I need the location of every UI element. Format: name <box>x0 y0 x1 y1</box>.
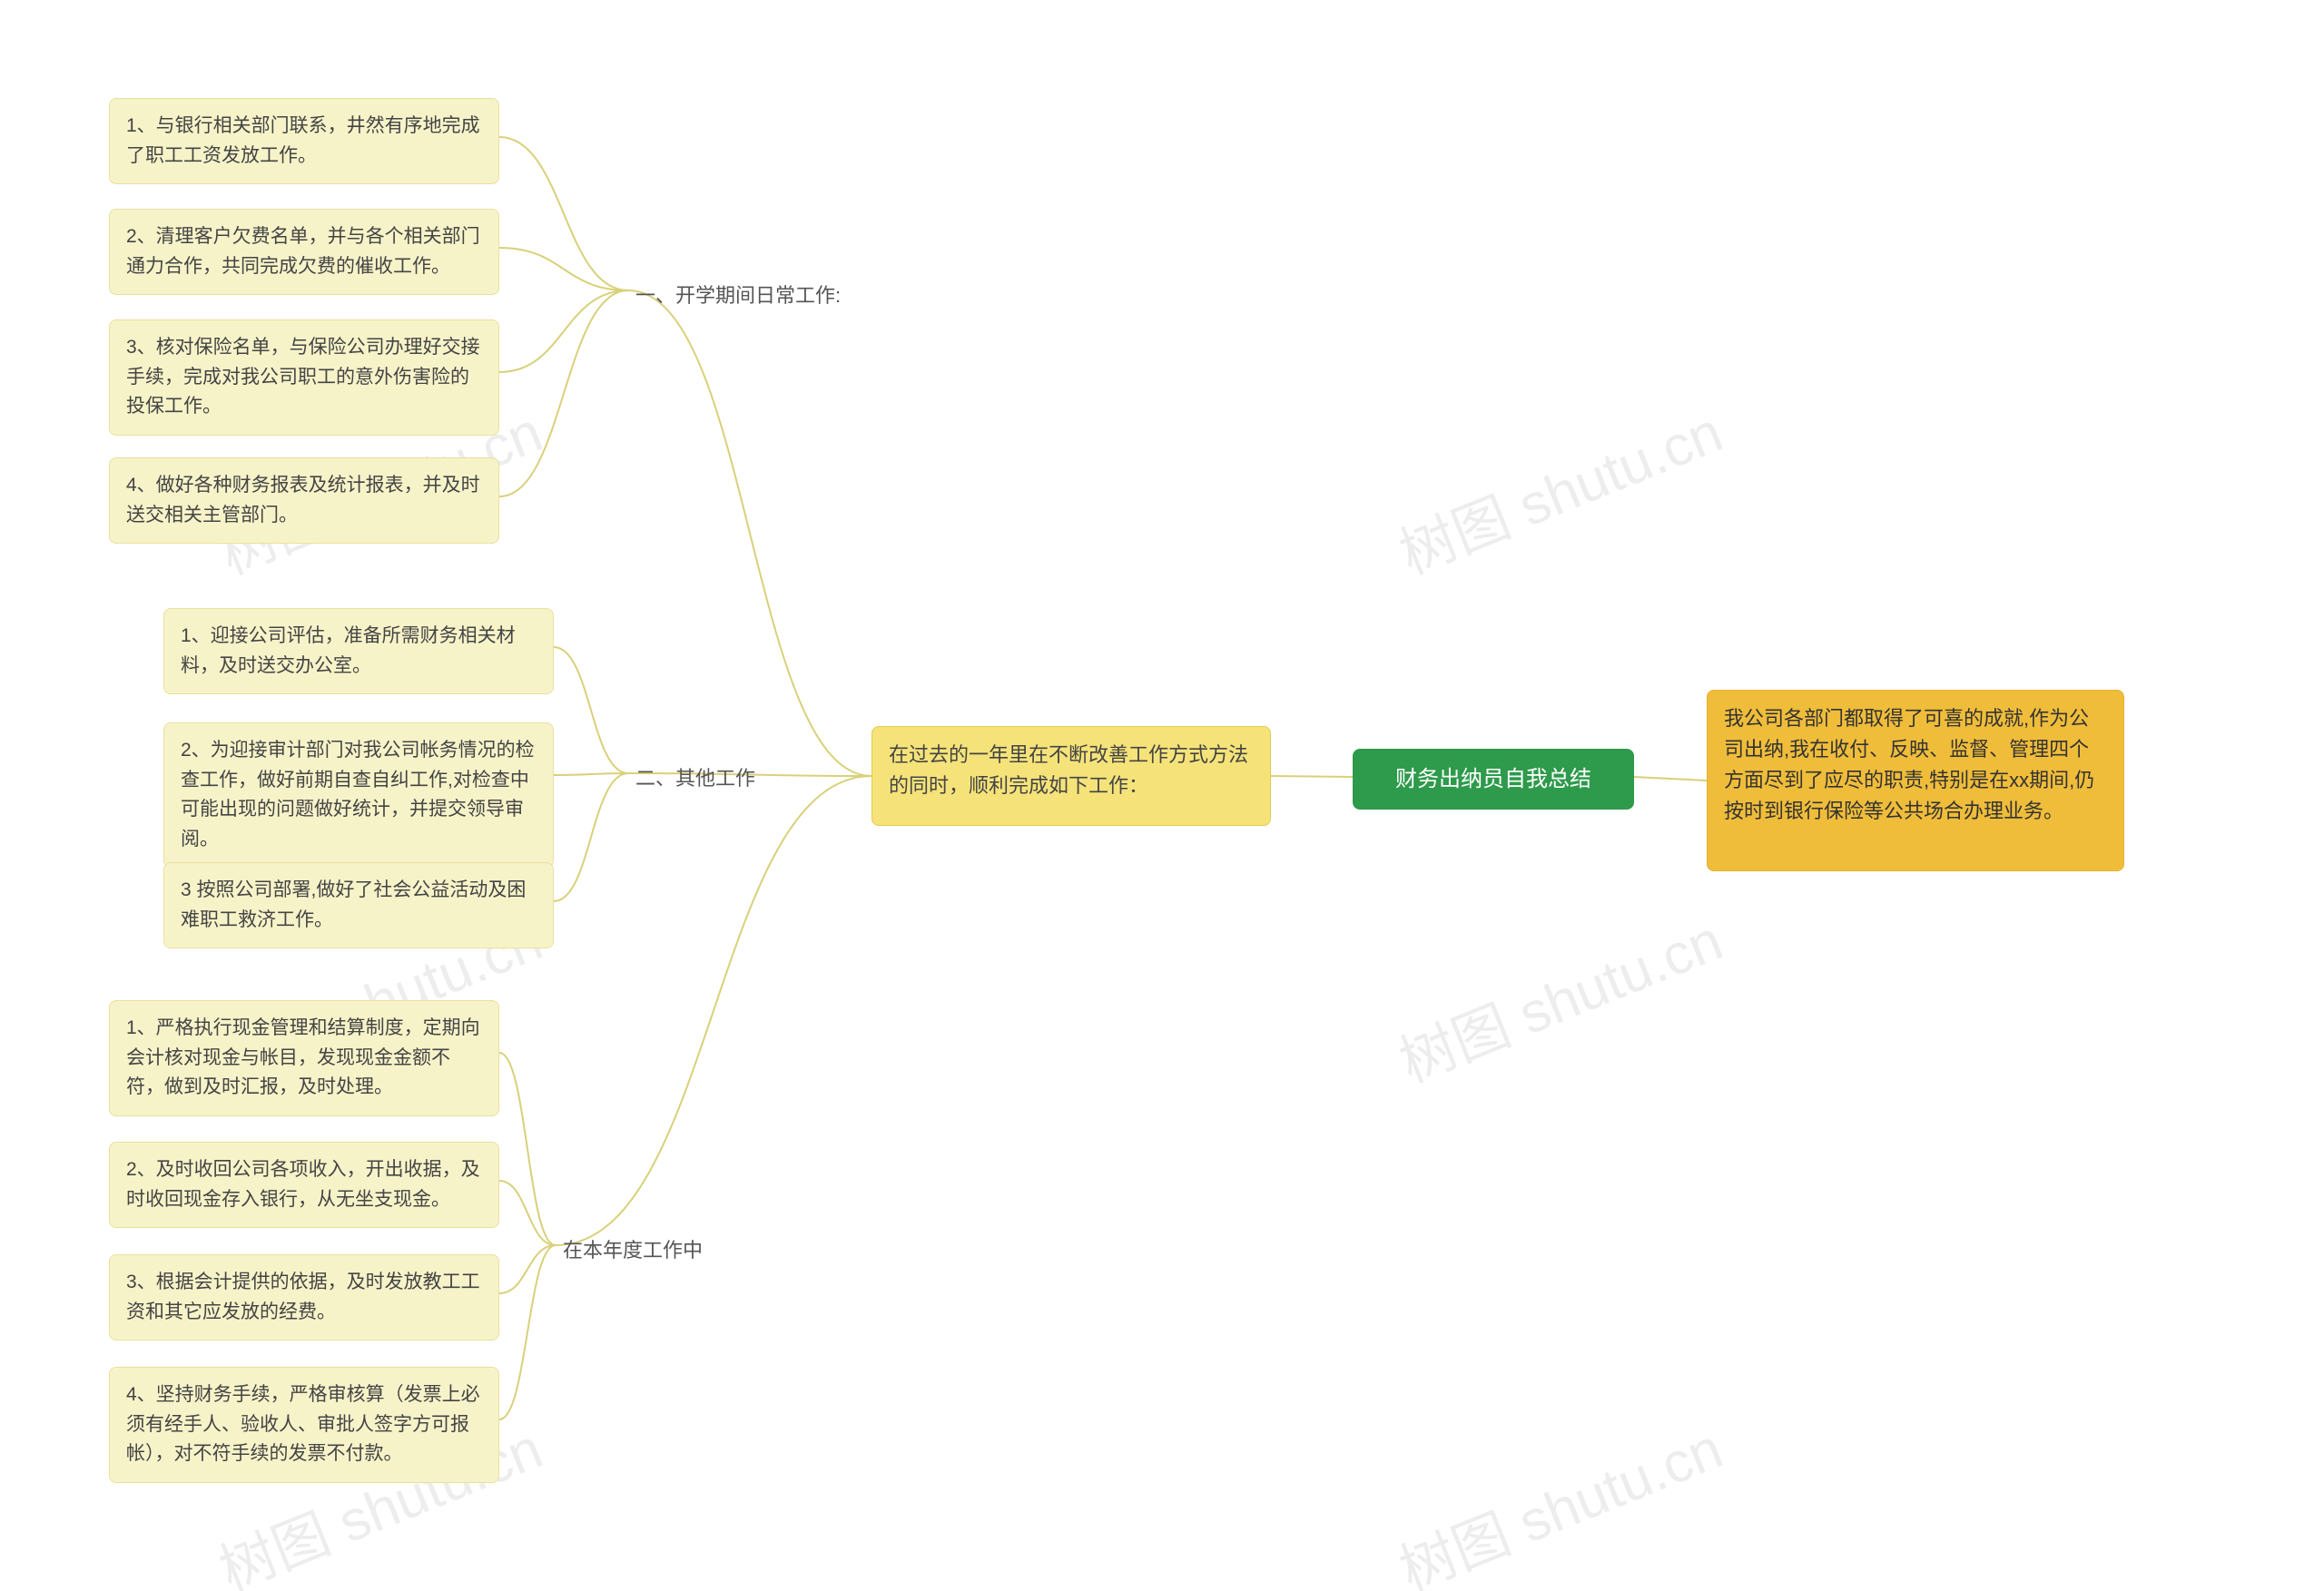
leaf-node: 1、与银行相关部门联系，井然有序地完成了职工工资发放工作。 <box>109 98 499 184</box>
leaf-node: 2、及时收回公司各项收入，开出收据，及时收回现金存入银行，从无坐支现金。 <box>109 1142 499 1228</box>
section-label: 在本年度工作中 <box>563 1234 703 1263</box>
leaf-node: 1、严格执行现金管理和结算制度，定期向会计核对现金与帐目，发现现金金额不符，做到… <box>109 1000 499 1116</box>
leaf-node: 1、迎接公司评估，准备所需财务相关材料，及时送交办公室。 <box>163 608 554 694</box>
mindmap-canvas: 树图 shutu.cn树图 shutu.cn树图 shutu.cn树图 shut… <box>0 0 2324 1591</box>
watermark: 树图 shutu.cn <box>1385 387 1732 590</box>
watermark: 树图 shutu.cn <box>1385 895 1732 1098</box>
section-label: 一、开学期间日常工作: <box>635 280 841 309</box>
root-node: 财务出纳员自我总结 <box>1353 749 1634 810</box>
leaf-node: 4、坚持财务手续，严格审核算（发票上必须有经手人、验收人、审批人签字方可报帐），… <box>109 1367 499 1483</box>
intro-node: 我公司各部门都取得了可喜的成就,作为公司出纳,我在收付、反映、监督、管理四个方面… <box>1707 690 2124 871</box>
leaf-node: 4、做好各种财务报表及统计报表，并及时送交相关主管部门。 <box>109 457 499 544</box>
leaf-node: 3、核对保险名单，与保险公司办理好交接手续，完成对我公司职工的意外伤害险的投保工… <box>109 319 499 436</box>
leaf-node: 3、根据会计提供的依据，及时发放教工工资和其它应发放的经费。 <box>109 1254 499 1341</box>
watermark: 树图 shutu.cn <box>1385 1403 1732 1591</box>
section-label: 二、其他工作 <box>635 762 755 791</box>
leaf-node: 2、为迎接审计部门对我公司帐务情况的检查工作，做好前期自查自纠工作,对检查中可能… <box>163 722 554 868</box>
leaf-node: 3 按照公司部署,做好了社会公益活动及困难职工救济工作。 <box>163 862 554 948</box>
tasks-title-node: 在过去的一年里在不断改善工作方式方法的同时，顺利完成如下工作： <box>872 726 1271 826</box>
leaf-node: 2、清理客户欠费名单，并与各个相关部门通力合作，共同完成欠费的催收工作。 <box>109 209 499 295</box>
